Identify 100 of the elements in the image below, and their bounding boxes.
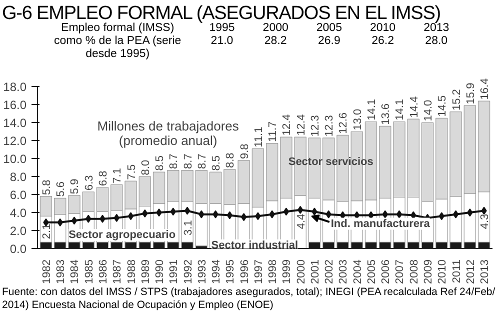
total-label: 15.2 (450, 89, 463, 111)
point (396, 210, 402, 218)
x-tick-label: 2002 (324, 259, 336, 284)
x-tick-label: 1990 (154, 259, 166, 284)
point (240, 213, 247, 222)
y-tick-label: 6.0 (10, 188, 27, 202)
total-label: 5.9 (69, 178, 82, 194)
annotation: 4.3 (479, 214, 492, 230)
annotation: 3.1 (182, 220, 194, 236)
x-tick-label: 2010 (436, 259, 449, 284)
total-label: 14.1 (394, 98, 406, 120)
point (142, 209, 148, 218)
total-label: 8.0 (140, 160, 152, 176)
text: 2005 26.9 (316, 22, 343, 49)
point (297, 206, 304, 214)
point (312, 208, 318, 216)
point (100, 214, 106, 223)
x-tick-label: 1984 (69, 259, 82, 284)
series-label: Sector industrial (211, 239, 298, 252)
x-tick-label: 2012 (464, 259, 477, 284)
total-label: 12.6 (338, 112, 350, 134)
x-tick-label: 2008 (408, 259, 420, 284)
total-label: 14.0 (422, 100, 434, 122)
x-tick-label: 1998 (267, 259, 280, 284)
x-tick-label: 1994 (210, 259, 223, 284)
x-tick-label: 2003 (338, 259, 350, 284)
point (170, 208, 176, 216)
y-tick-label: 14.0 (3, 116, 27, 130)
x-tick-label: 2007 (394, 259, 406, 284)
point (269, 210, 275, 218)
total-label: 9.8 (238, 144, 251, 160)
total-label: 8.5 (210, 155, 223, 171)
y-tick-label: 10.0 (3, 152, 27, 166)
point (467, 208, 473, 217)
x-tick-label: 1983 (55, 259, 68, 284)
point (326, 210, 332, 218)
x-tick-label: 1982 (40, 259, 53, 284)
x-tick-label: 1991 (168, 259, 180, 284)
total-label: 13.0 (352, 108, 364, 130)
total-label: 13.6 (380, 103, 392, 125)
total-label: 11.7 (267, 121, 280, 142)
point (184, 206, 190, 215)
y-tick-label: 4.0 (10, 206, 27, 220)
total-label: 12.3 (324, 115, 336, 137)
point (226, 211, 233, 220)
text: 2010 26.2 (368, 22, 396, 49)
x-tick-label: 1985 (83, 259, 96, 284)
x-tick-label: 2001 (309, 259, 322, 284)
total-label: 12.4 (281, 114, 294, 136)
total-label: 6.8 (98, 170, 110, 186)
total-label: 8.5 (154, 155, 166, 171)
total-label: 5.8 (40, 180, 53, 196)
x-tick-label: 1986 (98, 259, 110, 284)
text: Empleo formal (IMSS) como % de la PEA (serie desde 1995) (53, 22, 182, 61)
point (198, 210, 204, 218)
point (71, 216, 78, 225)
y-tick-label: 16.0 (3, 98, 27, 112)
annotation: 4.4 (295, 214, 308, 230)
source-note: Fuente: con datos del IMSS / STPS (trabajadores asegurados, total); INEGI (PEA recalculada Ref 24/Feb/ 2014) Encuesta Nacional de Ocupación y Empleo (ENOE) (2, 286, 496, 311)
total-label: 8.7 (182, 154, 194, 169)
x-tick-label: 2004 (352, 259, 364, 284)
point (255, 212, 261, 220)
point (128, 212, 134, 220)
text: 1995 21.0 (209, 22, 235, 49)
y-tick-label: 12.0 (3, 134, 27, 148)
total-label: 7.5 (126, 164, 138, 180)
x-tick-label: 1989 (140, 259, 152, 284)
total-label: 12.3 (309, 115, 322, 137)
total-label: 16.4 (479, 78, 492, 100)
x-tick-label: 2013 (479, 259, 492, 284)
x-tick-label: 1997 (252, 259, 265, 284)
x-tick-label: 1993 (196, 259, 208, 284)
total-label: 14.5 (436, 95, 449, 117)
total-label: 15.9 (464, 82, 477, 104)
x-tick-label: 2009 (422, 259, 434, 284)
point (438, 212, 444, 220)
x-tick-label: 2000 (295, 259, 308, 284)
x-tick-label: 1996 (238, 259, 251, 284)
total-label: 6.3 (83, 175, 96, 191)
y-tick-label: 0.0 (10, 242, 27, 256)
x-tick-label: 1999 (281, 259, 294, 284)
point (452, 210, 459, 218)
y-tick-label: 2.0 (10, 224, 27, 238)
y-tick-label: 8.0 (10, 170, 27, 184)
series-label: Sector servicios (288, 156, 374, 168)
x-tick-label: 2005 (366, 259, 378, 284)
point (156, 208, 162, 217)
point (382, 210, 388, 218)
point (283, 208, 290, 216)
total-label: 8.7 (168, 154, 180, 169)
series-label: Sector agropecuario (68, 229, 176, 242)
x-tick-label: 2011 (450, 260, 463, 284)
x-tick-label: 1995 (224, 259, 237, 284)
total-label: 7.1 (112, 168, 124, 184)
total-label: 14.4 (408, 96, 420, 118)
series-label: Ind. manufacturera (330, 218, 431, 230)
y-tick-label: 18.0 (3, 80, 27, 94)
total-label: 8.8 (224, 152, 237, 168)
x-tick-label: 1992 (182, 259, 194, 284)
text: 2000 28.2 (262, 22, 288, 49)
